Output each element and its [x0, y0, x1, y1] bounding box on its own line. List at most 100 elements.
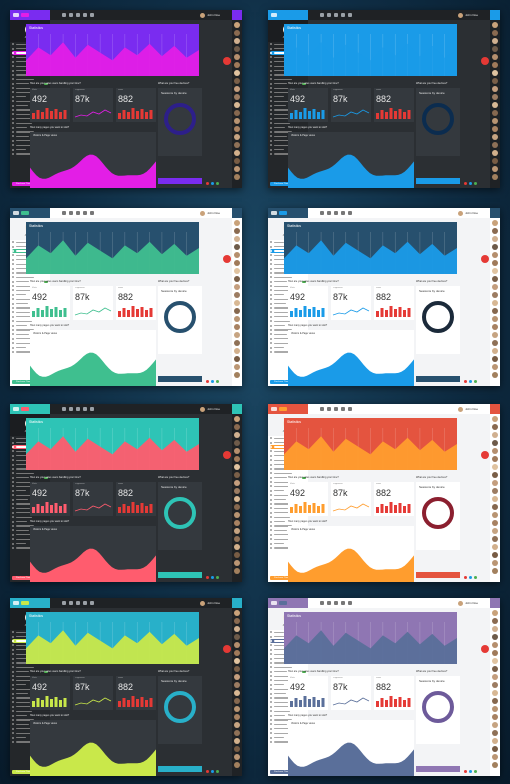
- contact-avatar[interactable]: [234, 634, 240, 640]
- contact-avatar[interactable]: [234, 30, 240, 36]
- explore-button[interactable]: [158, 766, 202, 772]
- stat-card[interactable]: Pageviews 87k: [73, 286, 113, 320]
- contact-avatar[interactable]: [234, 730, 240, 736]
- sidebar-item[interactable]: [12, 319, 48, 323]
- sidebar-item[interactable]: [270, 147, 306, 151]
- contact-avatar[interactable]: [492, 126, 498, 132]
- contact-avatar[interactable]: [234, 536, 240, 542]
- contact-avatar[interactable]: [492, 38, 498, 44]
- contact-avatar[interactable]: [234, 552, 240, 558]
- sidebar-item[interactable]: [270, 541, 306, 545]
- contact-avatar[interactable]: [234, 166, 240, 172]
- brand[interactable]: [10, 404, 50, 414]
- sidebar-item[interactable]: [270, 42, 306, 46]
- sidebar-item[interactable]: [12, 77, 48, 81]
- contact-avatar[interactable]: [234, 236, 240, 242]
- toolbar-icon[interactable]: [83, 601, 87, 605]
- user-menu[interactable]: John Doe: [458, 12, 478, 18]
- contact-avatar[interactable]: [492, 118, 498, 124]
- dot-icon[interactable]: [464, 770, 467, 773]
- sidebar-item[interactable]: [12, 696, 48, 700]
- sidebar-item[interactable]: [270, 328, 306, 332]
- stat-card[interactable]: Pageviews 87k: [331, 286, 371, 320]
- sidebar-item[interactable]: [270, 280, 306, 284]
- sidebar-item[interactable]: [12, 130, 48, 134]
- sidebar-item[interactable]: [270, 678, 306, 682]
- contact-avatar[interactable]: [234, 682, 240, 688]
- toolbar-icon[interactable]: [90, 211, 94, 215]
- sidebar-item[interactable]: [270, 319, 306, 323]
- sidebar-item[interactable]: [12, 117, 48, 121]
- contact-avatar[interactable]: [234, 308, 240, 314]
- contact-avatar[interactable]: [492, 292, 498, 298]
- fab-button[interactable]: [223, 57, 231, 65]
- sidebar-item[interactable]: [270, 471, 306, 475]
- explore-button[interactable]: [158, 376, 202, 382]
- sidebar-item[interactable]: [12, 537, 48, 541]
- sidebar-item[interactable]: [270, 99, 306, 103]
- stat-card[interactable]: Visits 492: [288, 482, 328, 516]
- contact-avatar[interactable]: [234, 300, 240, 306]
- sidebar-item[interactable]: [270, 687, 306, 691]
- purchase-button[interactable]: Purchase Theme: [12, 770, 40, 774]
- contact-avatar[interactable]: [234, 496, 240, 502]
- contact-avatar[interactable]: [234, 666, 240, 672]
- contact-avatar[interactable]: [234, 754, 240, 760]
- contact-avatar[interactable]: [492, 86, 498, 92]
- contact-avatar[interactable]: [234, 324, 240, 330]
- menu-button[interactable]: [232, 208, 242, 218]
- contact-avatar[interactable]: [492, 762, 498, 768]
- contact-avatar[interactable]: [234, 316, 240, 322]
- sidebar-item[interactable]: [12, 731, 48, 735]
- sidebar-item[interactable]: [12, 297, 48, 301]
- sidebar-item[interactable]: [12, 674, 48, 678]
- dot-icon[interactable]: [474, 770, 477, 773]
- contact-avatar[interactable]: [492, 300, 498, 306]
- sidebar-item[interactable]: [12, 528, 48, 532]
- sidebar-item[interactable]: [270, 709, 306, 713]
- contact-avatar[interactable]: [492, 690, 498, 696]
- stat-card[interactable]: Visits 492: [288, 676, 328, 710]
- fab-button[interactable]: [481, 451, 489, 459]
- sidebar-item[interactable]: [270, 476, 306, 480]
- toolbar-icon[interactable]: [90, 601, 94, 605]
- dot-icon[interactable]: [216, 770, 219, 773]
- sidebar-item[interactable]: [270, 95, 306, 99]
- toolbar-icon[interactable]: [341, 601, 345, 605]
- dot-icon[interactable]: [211, 182, 214, 185]
- sidebar-item[interactable]: [270, 528, 306, 532]
- contact-avatar[interactable]: [492, 448, 498, 454]
- sidebar-item[interactable]: [270, 284, 306, 288]
- explore-button[interactable]: [416, 766, 460, 772]
- contact-avatar[interactable]: [492, 46, 498, 52]
- contact-avatar[interactable]: [234, 714, 240, 720]
- sidebar-item[interactable]: [270, 315, 306, 319]
- contact-avatar[interactable]: [234, 22, 240, 28]
- sidebar-item[interactable]: [270, 293, 306, 297]
- contact-avatar[interactable]: [234, 706, 240, 712]
- fab-button[interactable]: [481, 57, 489, 65]
- contact-avatar[interactable]: [234, 472, 240, 478]
- toolbar-icon[interactable]: [76, 601, 80, 605]
- sidebar-item[interactable]: [12, 108, 48, 112]
- toolbar-icon[interactable]: [334, 13, 338, 17]
- fab-button[interactable]: [481, 255, 489, 263]
- stat-card[interactable]: Sales 882: [116, 88, 156, 122]
- toolbar-icon[interactable]: [327, 601, 331, 605]
- contact-avatar[interactable]: [492, 260, 498, 266]
- theme-preview-3[interactable]: John Doe John Doe: [10, 208, 242, 386]
- contact-avatar[interactable]: [234, 690, 240, 696]
- contact-avatar[interactable]: [492, 610, 498, 616]
- sidebar-item[interactable]: [12, 332, 48, 336]
- user-menu[interactable]: John Doe: [458, 600, 478, 606]
- contact-avatar[interactable]: [492, 432, 498, 438]
- fab-button[interactable]: [481, 645, 489, 653]
- sidebar-item[interactable]: [270, 55, 306, 59]
- stat-card[interactable]: Sales 882: [116, 676, 156, 710]
- sidebar-item[interactable]: [270, 467, 306, 471]
- contact-avatar[interactable]: [234, 488, 240, 494]
- sidebar-item[interactable]: [12, 147, 48, 151]
- contact-avatar[interactable]: [234, 372, 240, 378]
- contact-avatar[interactable]: [492, 626, 498, 632]
- theme-preview-5[interactable]: John Doe John Doe: [10, 404, 242, 582]
